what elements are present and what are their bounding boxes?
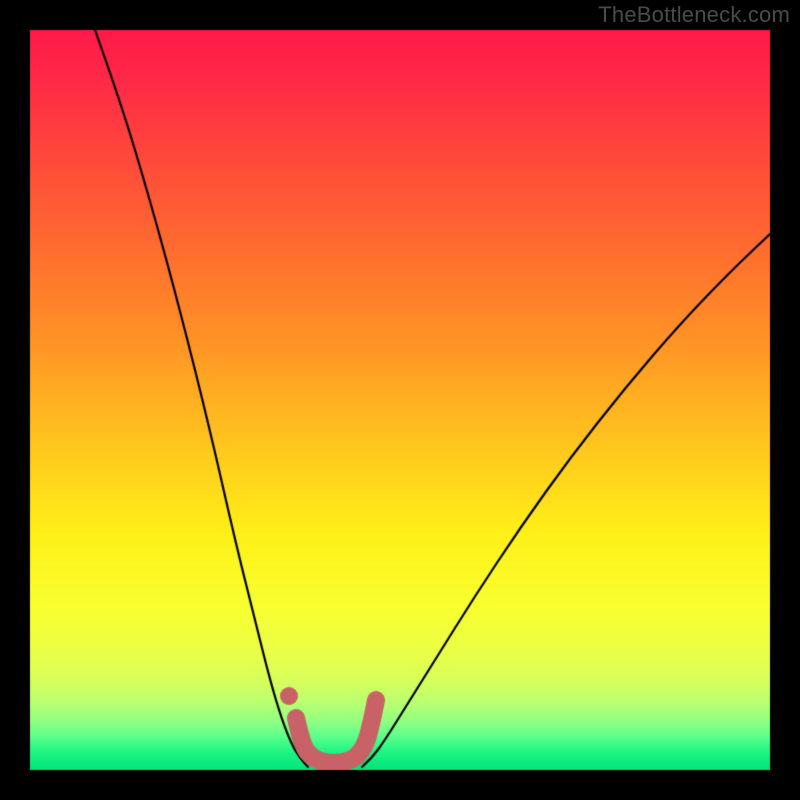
bottleneck-chart — [0, 0, 800, 800]
watermark-label: TheBottleneck.com — [598, 2, 790, 28]
